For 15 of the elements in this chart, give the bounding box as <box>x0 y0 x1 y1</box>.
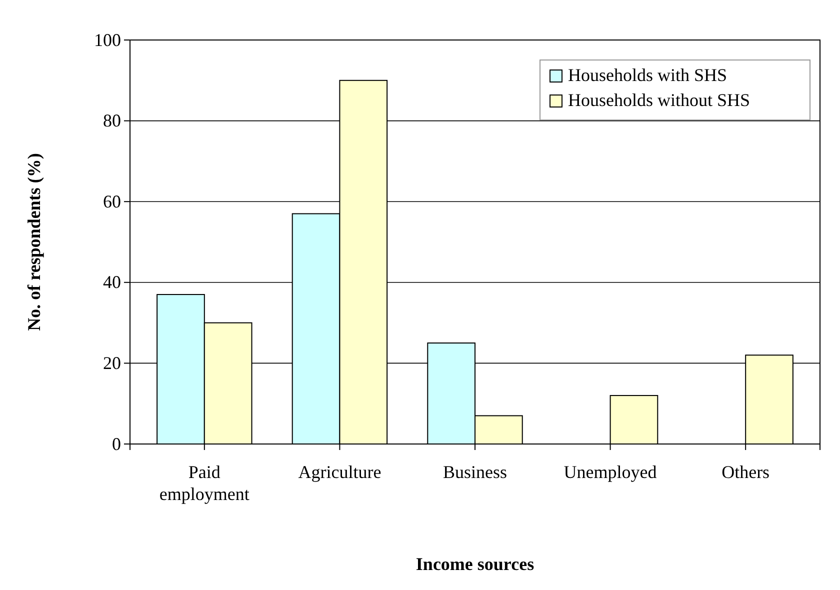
x-tick-label: Business <box>442 462 508 482</box>
y-axis-title: No. of respondents (%) <box>24 153 44 331</box>
legend-label: Households with SHS <box>568 65 728 85</box>
x-tick-label: Agriculture <box>298 462 382 482</box>
y-tick-label: 60 <box>103 191 121 212</box>
y-tick-label: 40 <box>103 272 121 292</box>
y-tick-label: 0 <box>112 434 121 454</box>
y-tick-label: 100 <box>94 30 121 50</box>
x-tick-label: Paid employment <box>159 462 250 504</box>
y-tick-label: 20 <box>103 352 121 373</box>
x-tick-label: Unemployed <box>564 462 657 482</box>
legend-label: Households without SHS <box>568 90 750 110</box>
x-axis-title: Income sources <box>416 554 534 574</box>
x-tick-label: Others <box>722 462 770 482</box>
y-tick-label: 80 <box>103 110 121 131</box>
